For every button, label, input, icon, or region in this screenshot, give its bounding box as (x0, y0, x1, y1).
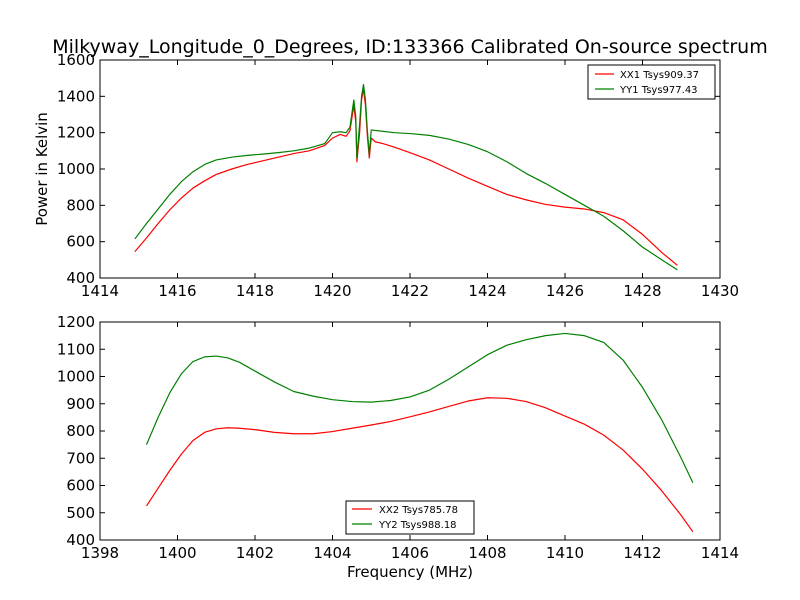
bottom-plot: 1398 1400 1402 1404 1406 1408 1410 1412 1414 400 5… (57, 313, 739, 581)
top-y-tick-label: 1400 (57, 87, 95, 105)
bottom-x-tick-label: 1400 (158, 544, 196, 562)
bottom-y-tick-label: 1000 (57, 368, 95, 386)
bottom-series-line-2 (145, 332, 694, 484)
bottom-plot-frame (99, 321, 721, 541)
top-plot-frame (99, 59, 721, 279)
top-y-tick-label: 400 (66, 269, 95, 287)
top-series-line-2 (134, 83, 678, 271)
top-plot: 1414 1416 1418 1420 1422 1424 1426 1428 1430 400 6… (33, 51, 739, 300)
bottom-x-axis-label: Frequency (MHz) (347, 563, 473, 581)
top-y-tick-label: 1200 (57, 124, 95, 142)
bottom-legend-label-xx2: XX2 Tsys785.78 (379, 505, 458, 516)
top-x-tick-label: 1426 (546, 282, 584, 300)
bottom-y-tick-label: 500 (66, 504, 95, 522)
top-x-tick-label: 1418 (236, 282, 274, 300)
top-y-axis-label: Power in Kelvin (33, 112, 51, 226)
top-plot-ticks: 1414 1416 1418 1420 1422 1424 1426 1428 1430 400 6… (57, 51, 739, 300)
top-x-tick-label: 1424 (468, 282, 506, 300)
top-legend-label-xx1: XX1 Tsys909.37 (620, 70, 699, 81)
top-x-tick-label: 1428 (623, 282, 661, 300)
bottom-x-tick-label: 1414 (701, 544, 739, 562)
top-legend-box (587, 64, 716, 100)
bottom-x-tick-label: 1412 (623, 544, 661, 562)
bottom-x-tick-label: 1402 (236, 544, 274, 562)
top-x-tick-label: 1414 (81, 282, 119, 300)
bottom-plot-lines (145, 332, 694, 533)
top-plot-lines (134, 83, 678, 271)
top-y-tick-label: 1600 (57, 51, 95, 69)
top-y-tick-label: 1000 (57, 160, 95, 178)
bottom-series-line-1 (145, 397, 694, 533)
bottom-y-tick-label: 700 (66, 449, 95, 467)
bottom-x-tick-label: 1410 (546, 544, 584, 562)
bottom-x-tick-label: 1398 (81, 544, 119, 562)
top-y-tick-label: 600 (66, 233, 95, 251)
bottom-x-tick-label: 1404 (313, 544, 351, 562)
top-y-tick-label: 800 (66, 196, 95, 214)
bottom-x-tick-label: 1408 (468, 544, 506, 562)
bottom-y-tick-label: 400 (66, 531, 95, 549)
bottom-y-tick-label: 900 (66, 395, 95, 413)
bottom-legend: XX2 Tsys785.78 YY2 Tsys988.18 (345, 500, 475, 535)
bottom-legend-box (345, 500, 475, 535)
top-x-tick-label: 1430 (701, 282, 739, 300)
top-x-tick-label: 1422 (391, 282, 429, 300)
top-legend-label-yy1: YY1 Tsys977.43 (619, 85, 698, 96)
bottom-legend-label-yy2: YY2 Tsys988.18 (378, 520, 457, 531)
bottom-y-tick-label: 1100 (57, 340, 95, 358)
top-x-tick-label: 1420 (313, 282, 351, 300)
bottom-y-tick-label: 1200 (57, 313, 95, 331)
bottom-y-tick-label: 800 (66, 422, 95, 440)
bottom-x-tick-label: 1406 (391, 544, 429, 562)
top-x-tick-label: 1416 (158, 282, 196, 300)
bottom-plot-ticks: 1398 1400 1402 1404 1406 1408 1410 1412 1414 400 5… (57, 313, 739, 562)
figure-title: Milkyway_Longitude_0_Degrees, ID:133366 … (52, 36, 768, 58)
bottom-y-tick-label: 600 (66, 477, 95, 495)
top-legend: XX1 Tsys909.37 YY1 Tsys977.43 (587, 64, 716, 100)
